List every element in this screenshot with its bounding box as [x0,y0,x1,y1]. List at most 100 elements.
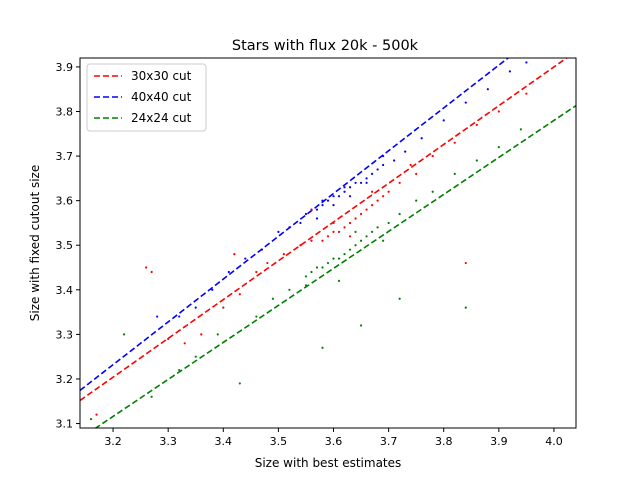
data-point-series-1 [398,181,401,184]
data-point-series-2 [497,146,500,149]
y-axis-ticks: 3.1 3.2 3.3 3.4 3.5 3.6 3.7 3.8 3.9 [56,61,80,431]
y-tick-label: 3.4 [56,284,74,297]
data-point-series-0 [332,204,335,207]
data-point-series-0 [348,195,352,198]
data-point-series-2 [453,172,456,176]
data-point-series-0 [382,163,385,167]
data-point-series-1 [370,190,374,193]
data-point-series-2 [255,315,258,318]
y-tick-label: 3.2 [56,373,74,386]
data-point-series-2 [398,297,401,300]
data-point-series-0 [299,221,302,225]
data-point-series-1 [282,253,286,256]
data-point-series-1 [222,306,225,309]
data-point-series-0 [244,257,247,260]
data-point-series-0 [365,177,368,180]
y-tick-label: 3.6 [56,195,74,208]
x-tick-label: 3.7 [380,435,398,448]
data-point-series-0 [404,150,407,153]
data-point-series-1 [337,230,341,233]
data-point-series-0 [393,159,396,162]
data-point-series-0 [315,217,319,220]
data-point-series-0 [354,181,357,184]
data-point-series-2 [326,261,330,265]
data-point-series-2 [304,275,308,278]
data-point-series-2 [321,266,324,269]
data-point-series-1 [376,199,379,202]
data-point-series-0 [382,154,385,158]
data-point-series-1 [497,110,500,113]
x-tick-label: 3.3 [159,435,177,448]
data-point-series-1 [343,226,346,229]
data-point-series-2 [415,199,418,202]
data-point-series-1 [266,261,269,265]
plot-frame [79,57,577,429]
fit-line-2 [94,104,576,428]
data-point-series-1 [95,413,98,416]
data-point-series-2 [122,333,126,336]
data-point-series-2 [321,346,324,349]
data-point-series-0 [370,172,374,176]
y-tick-label: 3.9 [56,61,74,74]
data-point-series-2 [178,368,181,372]
data-point-series-2 [464,306,467,309]
data-point-series-2 [359,324,363,327]
x-axis-label: Size with best estimates [255,456,402,470]
data-point-series-0 [304,212,308,216]
data-point-series-0 [321,204,324,207]
fit-line-0 [80,58,569,402]
data-point-series-1 [332,221,335,225]
legend: 30x30 cut 40x40 cut 24x24 cut [86,63,207,132]
data-point-series-1 [387,190,390,193]
x-tick-label: 3.5 [270,435,288,448]
x-tick-label: 3.9 [490,435,508,448]
data-point-series-1 [299,244,302,247]
data-point-series-2 [337,257,341,260]
x-tick-label: 3.6 [325,435,343,448]
legend-label: 24x24 cut [131,111,192,125]
data-point-series-1 [453,141,456,144]
data-point-series-1 [415,172,418,176]
data-point-series-2 [354,244,357,247]
data-point-series-0 [525,61,528,64]
data-point-series-1 [365,208,368,211]
data-point-series-2 [359,239,363,242]
y-tick-label: 3.8 [56,105,74,118]
data-point-series-2 [337,279,341,282]
data-point-series-1 [464,261,467,265]
data-point-series-0 [486,88,489,91]
x-tick-label: 3.4 [215,435,233,448]
data-point-series-0 [343,190,346,193]
data-point-series-2 [288,288,291,291]
data-point-series-1 [348,235,352,238]
data-point-series-2 [365,235,368,238]
data-point-series-2 [398,212,401,216]
data-point-series-1 [354,217,357,220]
data-point-series-2 [310,270,313,274]
data-point-series-2 [370,230,374,233]
data-point-series-0 [420,137,423,140]
y-tick-label: 3.1 [56,418,74,431]
y-tick-label: 3.5 [56,239,74,252]
data-point-series-1 [475,123,478,126]
data-point-series-0 [260,248,263,251]
data-point-series-1 [167,337,170,340]
data-point-series-1 [332,230,335,233]
data-point-series-1 [382,195,385,198]
data-point-series-0 [376,168,379,171]
data-point-series-0 [343,186,346,189]
data-point-series-2 [304,284,308,287]
data-point-series-2 [216,333,219,336]
data-point-series-1 [238,293,241,296]
y-tick-label: 3.7 [56,150,74,163]
data-point-series-0 [277,230,280,233]
data-points [89,61,528,421]
data-point-series-0 [359,181,363,184]
data-point-series-0 [321,199,324,202]
data-point-series-0 [178,315,181,318]
data-point-series-0 [288,226,291,229]
data-point-series-0 [337,195,341,198]
data-point-series-2 [238,382,241,385]
data-point-series-2 [376,226,379,229]
